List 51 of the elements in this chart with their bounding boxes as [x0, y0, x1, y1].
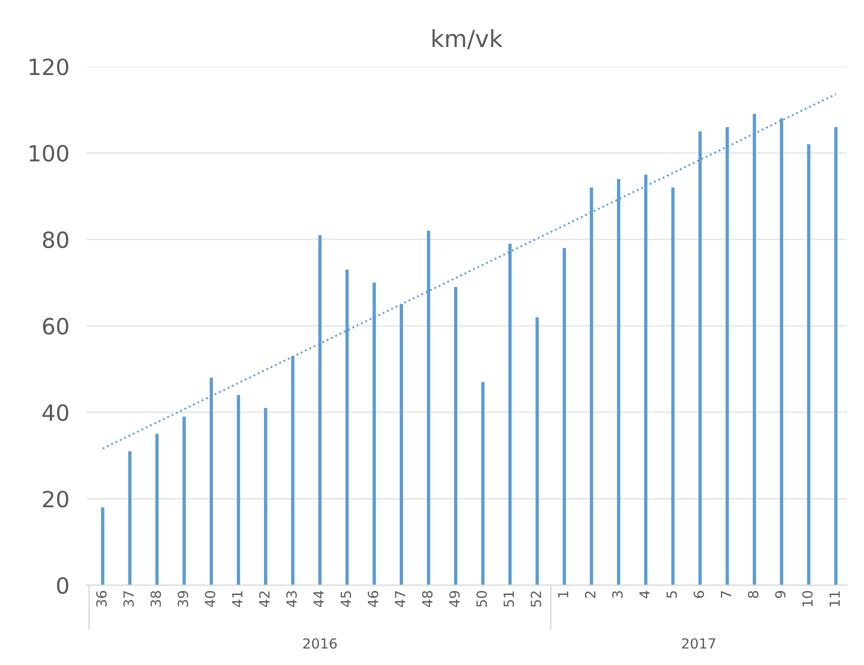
x-tick-label: 10	[802, 590, 813, 606]
bar	[128, 451, 132, 586]
x-tick-label: 1	[558, 591, 568, 598]
text: 2017	[682, 638, 716, 649]
x-tick-label: 45	[340, 591, 352, 608]
x-tick-label: 36	[96, 590, 107, 607]
bar	[236, 395, 240, 586]
x-tick-label: 38	[150, 591, 162, 607]
x-tick-label: 11	[830, 591, 840, 606]
bar	[481, 382, 484, 586]
x-tick-label: 52	[530, 591, 542, 607]
x-tick-label: 9	[775, 591, 786, 598]
y-tick-label: 40	[42, 404, 68, 422]
bar	[562, 248, 566, 586]
bar	[101, 507, 104, 586]
x-tick-label: 51	[504, 591, 514, 607]
bar	[807, 144, 810, 586]
bar	[536, 317, 539, 586]
x-tick-label: 39	[178, 591, 188, 607]
x-tick-label: 3	[612, 591, 623, 598]
bar	[264, 408, 268, 586]
y-tick-label: 120	[30, 58, 68, 76]
x-tick-label: 37	[123, 591, 134, 607]
x-tick-label: 8	[748, 591, 758, 598]
x-tick-label: 40	[204, 590, 216, 608]
x-tick-label: 47	[395, 591, 406, 608]
x-tick-label: 48	[422, 591, 433, 608]
bar	[182, 416, 186, 586]
x-tick-label: 46	[368, 590, 378, 608]
bar	[834, 127, 838, 586]
x-tick-label: 50	[476, 590, 487, 607]
x-tick-label: 5	[666, 591, 677, 598]
bar	[454, 286, 458, 586]
y-tick-label: 20	[43, 490, 68, 508]
x-tick-label: 4	[639, 590, 650, 598]
y-tick-label: 0	[57, 577, 68, 594]
bar	[671, 188, 675, 586]
x-tick-label: 43	[286, 591, 297, 608]
chart-title: km/vk	[432, 29, 503, 50]
x-tick-label: 6	[694, 590, 704, 598]
x-tick-label: 49	[449, 591, 460, 608]
y-tick-label: 100	[30, 144, 68, 162]
x-tick-label: 2	[584, 591, 596, 598]
y-tick-label: 60	[43, 318, 68, 335]
x-tick-label: 7	[720, 591, 732, 598]
bar	[155, 434, 159, 586]
x-tick-label: 41	[232, 591, 242, 608]
y-tick-label: 80	[42, 231, 68, 248]
x-tick-label: 42	[259, 591, 270, 608]
text: 2016	[303, 638, 337, 649]
x-tick-label: 44	[314, 590, 324, 608]
